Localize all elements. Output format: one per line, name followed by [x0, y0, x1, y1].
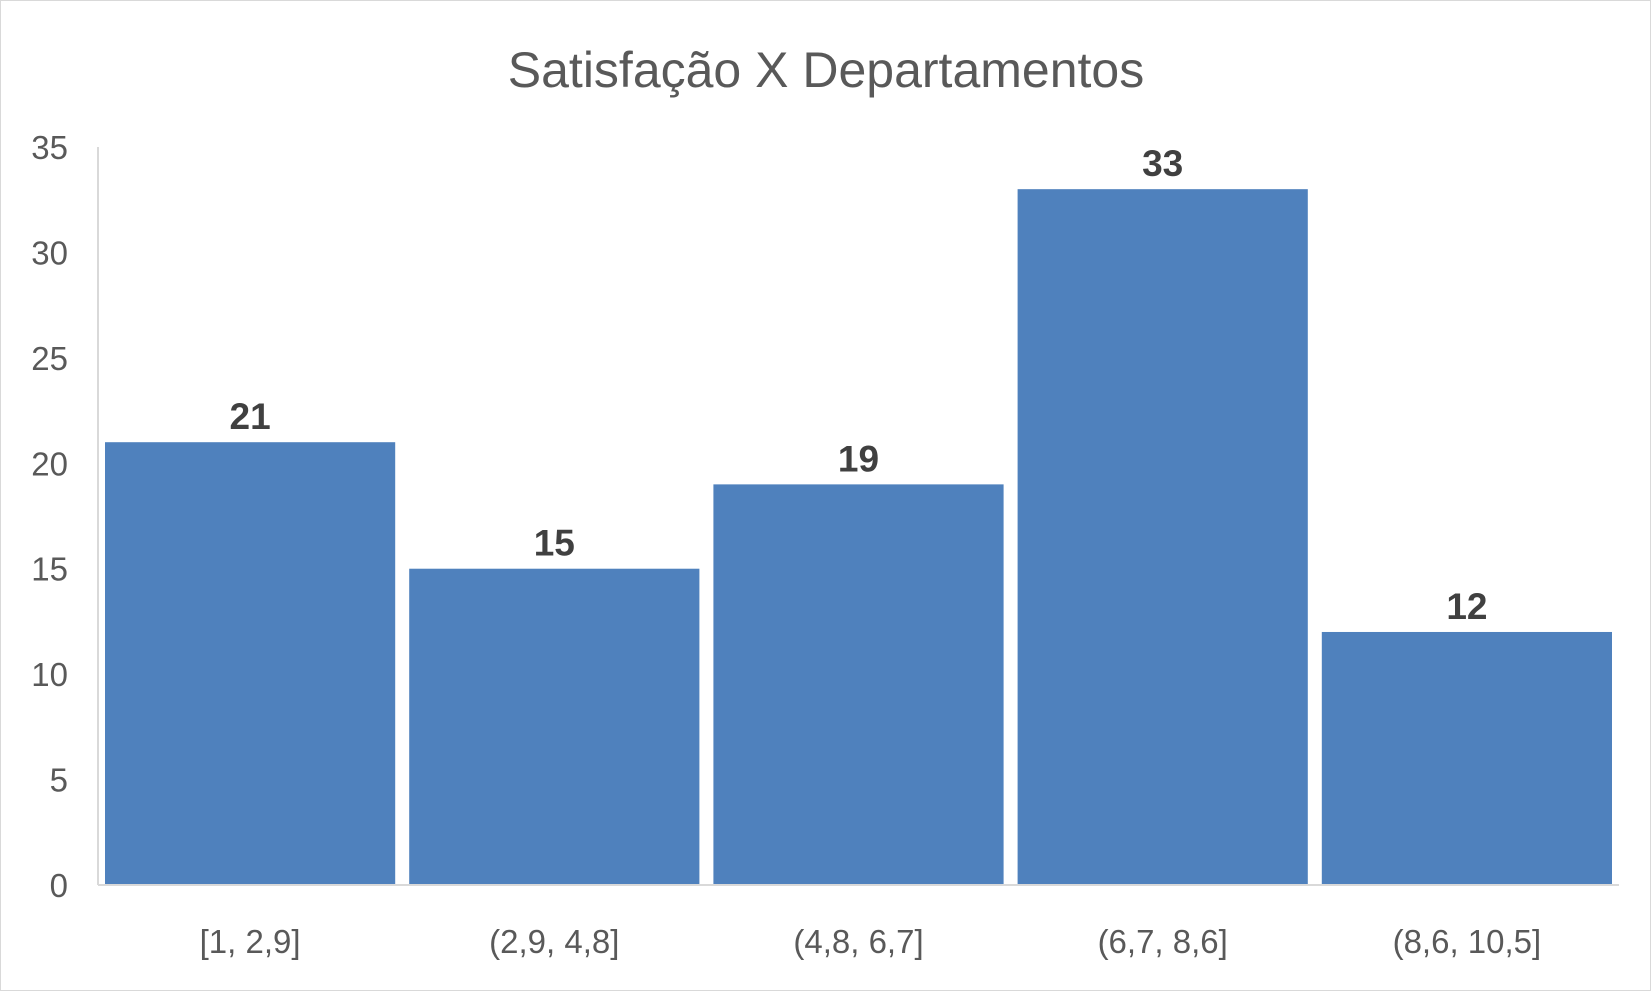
bar: [409, 568, 700, 885]
bar-data-label: 12: [1446, 586, 1487, 627]
axis-layer: 0 5 10 15 20 25 30 35 [1, 2,9] (2,9, 4,8] (4,8, 6,…: [31, 129, 1619, 960]
y-tick-label: 25: [31, 340, 68, 377]
bar-data-label: 19: [838, 438, 879, 479]
y-tick-label: 10: [31, 656, 68, 693]
bar-data-label: 15: [534, 523, 575, 564]
y-tick-label: 30: [31, 234, 68, 271]
bar-data-label: 33: [1142, 143, 1183, 184]
bars-layer: 21 15 19 33 12: [105, 143, 1612, 885]
x-tick-label: [1, 2,9]: [200, 923, 301, 960]
x-tick-label: (8,6, 10,5]: [1393, 923, 1542, 960]
chart-title: Satisfação X Departamentos: [508, 42, 1144, 98]
bar: [1017, 189, 1308, 885]
y-tick-label: 35: [31, 129, 68, 166]
y-tick-label: 5: [50, 762, 68, 799]
y-tick-label: 15: [31, 551, 68, 588]
bar: [1321, 631, 1612, 885]
y-tick-label: 20: [31, 445, 68, 482]
bar: [713, 484, 1004, 885]
x-tick-label: (6,7, 8,6]: [1098, 923, 1228, 960]
bar-data-label: 21: [230, 396, 271, 437]
y-tick-label: 0: [50, 867, 68, 904]
x-tick-label: (4,8, 6,7]: [793, 923, 923, 960]
bar: [105, 442, 396, 885]
x-tick-label: (2,9, 4,8]: [489, 923, 619, 960]
